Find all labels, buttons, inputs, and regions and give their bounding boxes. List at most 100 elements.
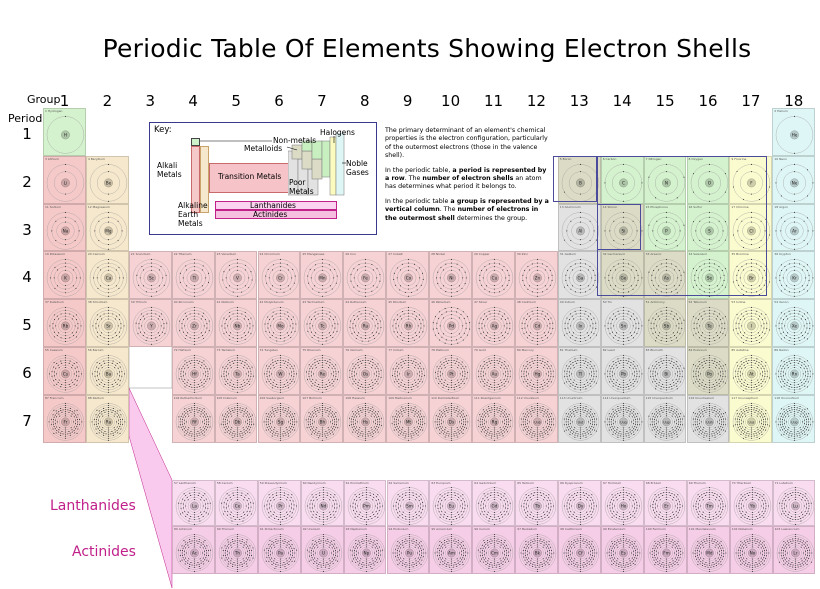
element-caption: 16 Sulfur [688, 204, 703, 209]
electron [228, 433, 230, 435]
nucleus [790, 178, 800, 188]
electron [609, 376, 611, 378]
electron [489, 409, 491, 411]
electron [401, 318, 403, 320]
element-o: 8 Oxygen O [686, 155, 730, 204]
shell-diagram: Cd [518, 307, 556, 346]
electron [333, 380, 335, 383]
electron [334, 421, 336, 423]
electron [399, 421, 402, 423]
electron [444, 308, 446, 310]
electron [445, 426, 447, 428]
electron [480, 431, 482, 433]
electron [197, 313, 200, 315]
electron [120, 413, 122, 416]
electron [617, 434, 619, 436]
electron [613, 266, 615, 268]
electron [737, 376, 740, 378]
electron [308, 373, 310, 375]
electron [692, 191, 694, 193]
element-caption: 54 Xenon [774, 300, 789, 305]
electron [808, 280, 810, 282]
electron [182, 416, 184, 418]
electron [444, 436, 446, 438]
electron [56, 335, 58, 337]
electron [719, 331, 721, 333]
electron [267, 269, 269, 271]
electron [271, 433, 273, 435]
electron [318, 362, 320, 364]
electron [641, 325, 643, 327]
electron [812, 325, 814, 327]
electron [352, 410, 354, 413]
electron [784, 325, 786, 327]
electron [142, 285, 144, 287]
electron [794, 366, 796, 369]
electron [53, 384, 55, 386]
electron [630, 384, 632, 386]
electron [591, 365, 593, 367]
electron [439, 325, 441, 327]
electron [448, 435, 450, 437]
electron [794, 343, 796, 346]
electron [322, 391, 324, 393]
electron [201, 409, 203, 411]
electron [190, 359, 193, 362]
electron [419, 319, 421, 321]
electron [279, 427, 281, 429]
electron [313, 412, 315, 414]
electron [807, 264, 809, 266]
electron [630, 269, 632, 271]
electron [454, 383, 456, 385]
electron [574, 310, 576, 313]
electron [672, 364, 674, 366]
element-symbol: Si [621, 228, 625, 233]
electron [332, 385, 335, 387]
nucleus [361, 273, 371, 283]
electron [332, 367, 334, 369]
electron [180, 426, 182, 428]
electron [314, 406, 316, 408]
electron [438, 332, 440, 335]
shell-diagram: Ge [604, 259, 643, 298]
electron [312, 382, 314, 385]
electron [615, 364, 617, 366]
electron [530, 367, 532, 369]
electron [124, 421, 126, 423]
electron [244, 285, 246, 287]
electron [107, 288, 109, 291]
electron [480, 376, 482, 378]
electron [583, 430, 585, 432]
electron [119, 380, 121, 382]
nucleus [618, 321, 628, 331]
electron [762, 319, 764, 321]
electron [351, 333, 353, 335]
element-n: 7 Nitrogen N [643, 155, 687, 204]
electron [807, 376, 809, 378]
electron [54, 427, 56, 430]
electron [193, 435, 195, 437]
electron [500, 332, 502, 334]
electron [118, 319, 120, 321]
electron [804, 337, 806, 339]
electron [788, 388, 790, 390]
group-number-2: 2 [102, 92, 113, 110]
electron [271, 362, 273, 364]
electron [179, 273, 181, 275]
electron [279, 288, 281, 291]
electron [201, 384, 203, 386]
electron [96, 362, 98, 364]
electron [182, 380, 184, 383]
electron [759, 198, 761, 200]
electron [193, 410, 195, 413]
electron [489, 313, 491, 315]
electron [628, 434, 630, 436]
electron [615, 381, 617, 384]
electron [568, 331, 570, 333]
electron [609, 370, 611, 372]
electron [584, 263, 586, 265]
electron [204, 365, 207, 367]
electron [805, 365, 807, 367]
electron [622, 211, 624, 213]
electron [197, 337, 200, 339]
